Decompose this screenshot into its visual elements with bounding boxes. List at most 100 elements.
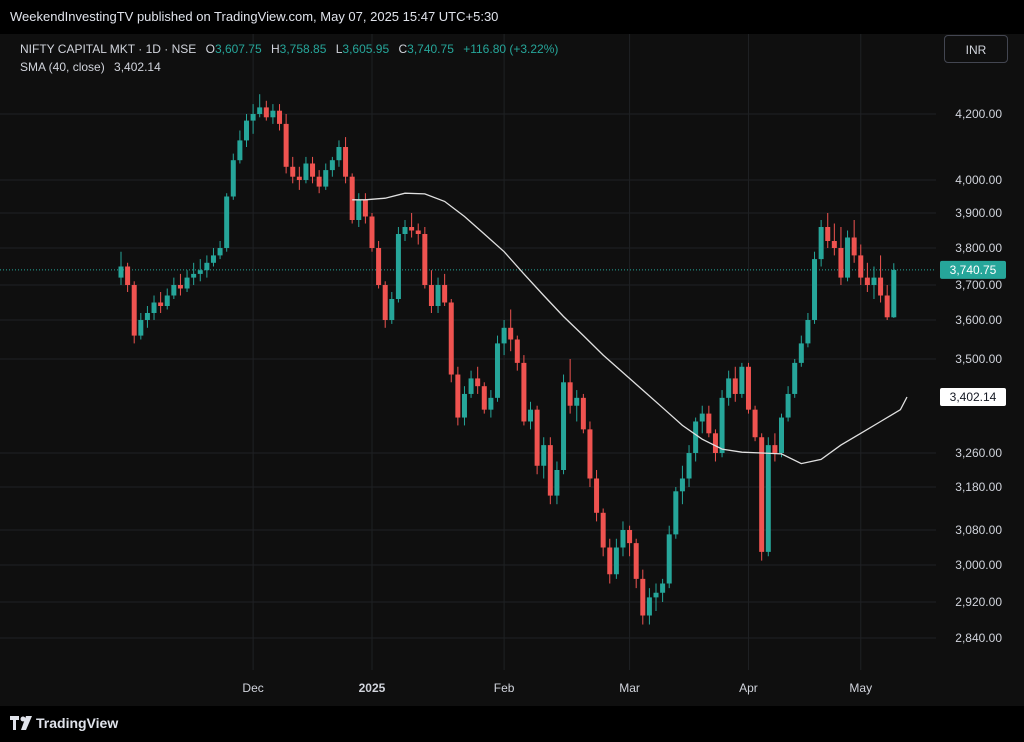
candle: [627, 525, 633, 557]
candle: [461, 386, 467, 426]
candle: [230, 153, 236, 200]
y-tick-label: 3,700.00: [955, 278, 1002, 292]
open-value: 3,607.75: [214, 42, 262, 56]
sma-label: SMA (40, close): [20, 60, 105, 74]
high-label: H: [271, 42, 280, 56]
candle: [838, 227, 844, 285]
chart-grid: [0, 34, 936, 670]
candle: [250, 104, 256, 134]
candle: [323, 163, 329, 190]
candle: [263, 100, 269, 121]
candle: [283, 114, 289, 174]
candle: [455, 366, 461, 426]
candle: [633, 538, 639, 589]
candle: [316, 170, 322, 194]
candle: [402, 220, 408, 241]
candle: [554, 461, 560, 505]
candle: [144, 306, 150, 328]
candle: [666, 525, 672, 589]
y-tick-label: 4,200.00: [955, 107, 1002, 121]
candle: [871, 266, 877, 299]
candles: [118, 94, 897, 625]
candle: [296, 166, 302, 190]
candle: [706, 405, 712, 438]
candle: [501, 320, 507, 356]
candle: [310, 156, 316, 184]
candle: [197, 259, 203, 282]
candle: [884, 285, 890, 320]
y-tick-label: 2,840.00: [955, 631, 1002, 645]
candle: [660, 578, 666, 602]
candle: [514, 335, 520, 371]
candle: [475, 366, 481, 394]
x-tick-label: Mar: [619, 681, 640, 695]
candle: [508, 309, 514, 352]
close-value: 3,740.75: [407, 42, 454, 56]
chart-area[interactable]: [0, 34, 1024, 706]
candle: [164, 288, 170, 310]
candle: [547, 437, 553, 505]
candle: [290, 156, 296, 184]
y-tick-label: 4,000.00: [955, 173, 1002, 187]
candle: [184, 270, 190, 292]
sma-layer: [352, 192, 908, 465]
candle: [362, 193, 368, 224]
candle: [151, 295, 157, 320]
symbol-title: NIFTY CAPITAL MKT · 1D · NSE: [20, 42, 197, 56]
candle: [336, 140, 342, 167]
candle: [415, 223, 421, 245]
candle: [442, 273, 448, 306]
candle: [303, 156, 309, 184]
candle: [587, 421, 593, 487]
candle: [395, 227, 401, 303]
candle: [389, 292, 395, 324]
y-tick-label: 3,260.00: [955, 446, 1002, 460]
candle: [277, 104, 283, 131]
candle: [224, 193, 230, 252]
candle: [679, 465, 685, 505]
candle: [158, 292, 164, 313]
candle: [745, 362, 751, 414]
candle: [191, 262, 197, 285]
candle: [580, 393, 586, 434]
y-tick-label: 3,500.00: [955, 352, 1002, 366]
x-tick-label: Dec: [242, 681, 263, 695]
x-tick-label: 2025: [359, 681, 386, 695]
y-tick-label: 3,080.00: [955, 523, 1002, 537]
y-tick-label: 3,000.00: [955, 558, 1002, 572]
candle: [270, 104, 276, 124]
x-tick-label: Apr: [739, 681, 758, 695]
candle: [825, 213, 831, 248]
candle: [594, 470, 600, 522]
candle: [217, 241, 223, 260]
chart-legend: NIFTY CAPITAL MKT · 1D · NSE O3,607.75 H…: [20, 40, 558, 76]
y-tick-label: 3,600.00: [955, 313, 1002, 327]
candle: [759, 433, 765, 561]
tradingview-logo-icon: [10, 716, 32, 730]
candle: [369, 213, 375, 252]
candle: [719, 390, 725, 458]
last-price-label: 3,740.75: [940, 260, 1006, 279]
price-axis: 4,200.00 4,000.00 3,900.00 3,800.00 3,700.00…: [955, 107, 1002, 645]
low-label: L: [335, 42, 343, 56]
candle: [528, 401, 534, 430]
sma-row: SMA (40, close) 3,402.14: [20, 58, 558, 76]
tradingview-brand: TradingView: [36, 715, 119, 731]
y-tick-label: 3,180.00: [955, 480, 1002, 494]
candle: [541, 437, 547, 479]
high-value: 3,758.85: [279, 42, 327, 56]
candle: [699, 405, 705, 434]
currency-button[interactable]: INR: [944, 35, 1008, 63]
candle: [739, 362, 745, 398]
candle: [779, 413, 784, 458]
candle: [574, 390, 580, 422]
time-axis: Dec 2025 Feb Mar Apr May: [242, 681, 872, 695]
sma-price-text: 3,402.14: [950, 390, 997, 404]
x-tick-label: May: [849, 681, 872, 695]
candle: [752, 405, 758, 442]
y-tick-label: 2,920.00: [955, 595, 1002, 609]
low-value: 3,605.95: [342, 42, 390, 56]
candle: [686, 445, 692, 487]
candle: [798, 335, 804, 367]
